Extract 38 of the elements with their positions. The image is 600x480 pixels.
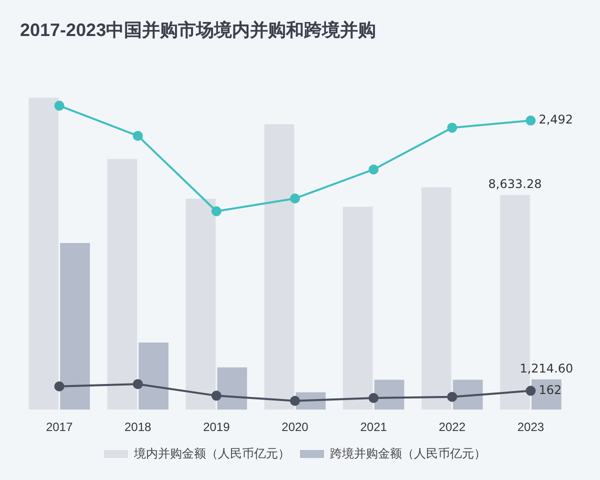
- data-label: 8,633.28: [488, 177, 542, 192]
- point: [290, 396, 300, 406]
- point: [447, 122, 458, 133]
- point: [368, 164, 379, 174]
- point: [526, 386, 536, 396]
- data-label: 162: [538, 382, 562, 397]
- data-label: 1,214.60: [520, 362, 574, 376]
- x-tick-label: 2023: [517, 420, 544, 434]
- bar: [138, 342, 168, 410]
- bar: [452, 380, 483, 410]
- x-tick-label: 2020: [282, 420, 309, 434]
- point: [54, 381, 64, 392]
- bar: [342, 206, 373, 410]
- x-tick-label: 2022: [438, 420, 466, 434]
- bar: [107, 159, 138, 410]
- bar: [60, 243, 90, 410]
- bar: [264, 124, 294, 410]
- bar: [28, 98, 58, 410]
- bar: [186, 198, 216, 410]
- point: [54, 100, 64, 111]
- point: [211, 206, 222, 216]
- bar: [217, 367, 248, 410]
- data-label: 2,492: [538, 112, 574, 127]
- x-tick-label: 2021: [360, 420, 388, 434]
- point: [526, 116, 536, 126]
- point: [368, 393, 379, 403]
- point: [132, 379, 143, 390]
- x-tick-label: 2019: [203, 420, 230, 434]
- point: [132, 130, 143, 141]
- bar: [422, 187, 452, 410]
- point: [290, 193, 300, 204]
- point: [211, 390, 222, 401]
- legend-label: 跨境并购金额（人民币亿元）: [330, 446, 486, 460]
- legend-label: 境内并购金额（人民币亿元）: [133, 446, 290, 460]
- chart-title: 2017-2023中国并购市场境内并购和跨境并购: [20, 20, 376, 40]
- x-tick-label: 2017: [46, 420, 73, 434]
- x-tick-label: 2018: [124, 420, 152, 434]
- point: [447, 392, 458, 402]
